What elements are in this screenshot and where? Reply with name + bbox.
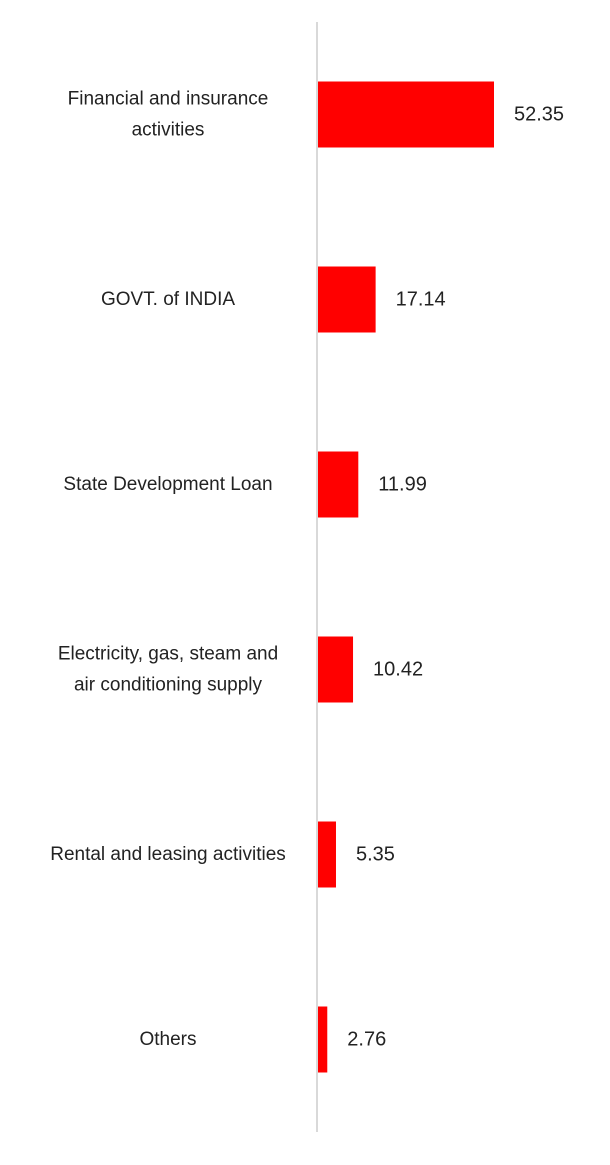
labels-group: 52.35 Financial and insurance activities 17… — [50, 89, 564, 1051]
bar-0 — [318, 81, 494, 148]
category-label-1: GOVT. of INDIA — [101, 289, 235, 310]
category-label-5-line-0: Others — [139, 1029, 196, 1050]
category-label-0: Financial and insurance activities — [68, 89, 269, 141]
value-label-3: 10.42 — [373, 659, 423, 681]
category-label-4-line-0: Rental and leasing activities — [50, 844, 286, 865]
value-label-5: 2.76 — [347, 1029, 386, 1051]
value-label-0: 52.35 — [514, 104, 564, 126]
category-label-4: Rental and leasing activities — [50, 844, 286, 865]
bar-1 — [318, 266, 376, 333]
category-label-3-line-0: Electricity, gas, steam and — [58, 644, 278, 665]
bar-3 — [318, 636, 354, 703]
value-label-4: 5.35 — [356, 844, 395, 866]
bar-5 — [318, 1006, 328, 1073]
bars-group — [318, 81, 494, 1073]
category-label-5: Others — [139, 1029, 196, 1050]
category-label-0-line-0: Financial and insurance — [68, 89, 269, 110]
category-label-1-line-0: GOVT. of INDIA — [101, 289, 235, 310]
category-label-0-line-1: activities — [132, 120, 205, 141]
bar-4 — [318, 821, 336, 888]
category-label-2: State Development Loan — [63, 474, 272, 495]
category-label-2-line-0: State Development Loan — [63, 474, 272, 495]
category-label-3-line-1: air conditioning supply — [74, 675, 263, 696]
value-label-2: 11.99 — [378, 474, 427, 496]
value-label-1: 17.14 — [396, 289, 446, 311]
bar-2 — [318, 451, 359, 518]
category-label-3: Electricity, gas, steam and air condition… — [58, 644, 278, 696]
